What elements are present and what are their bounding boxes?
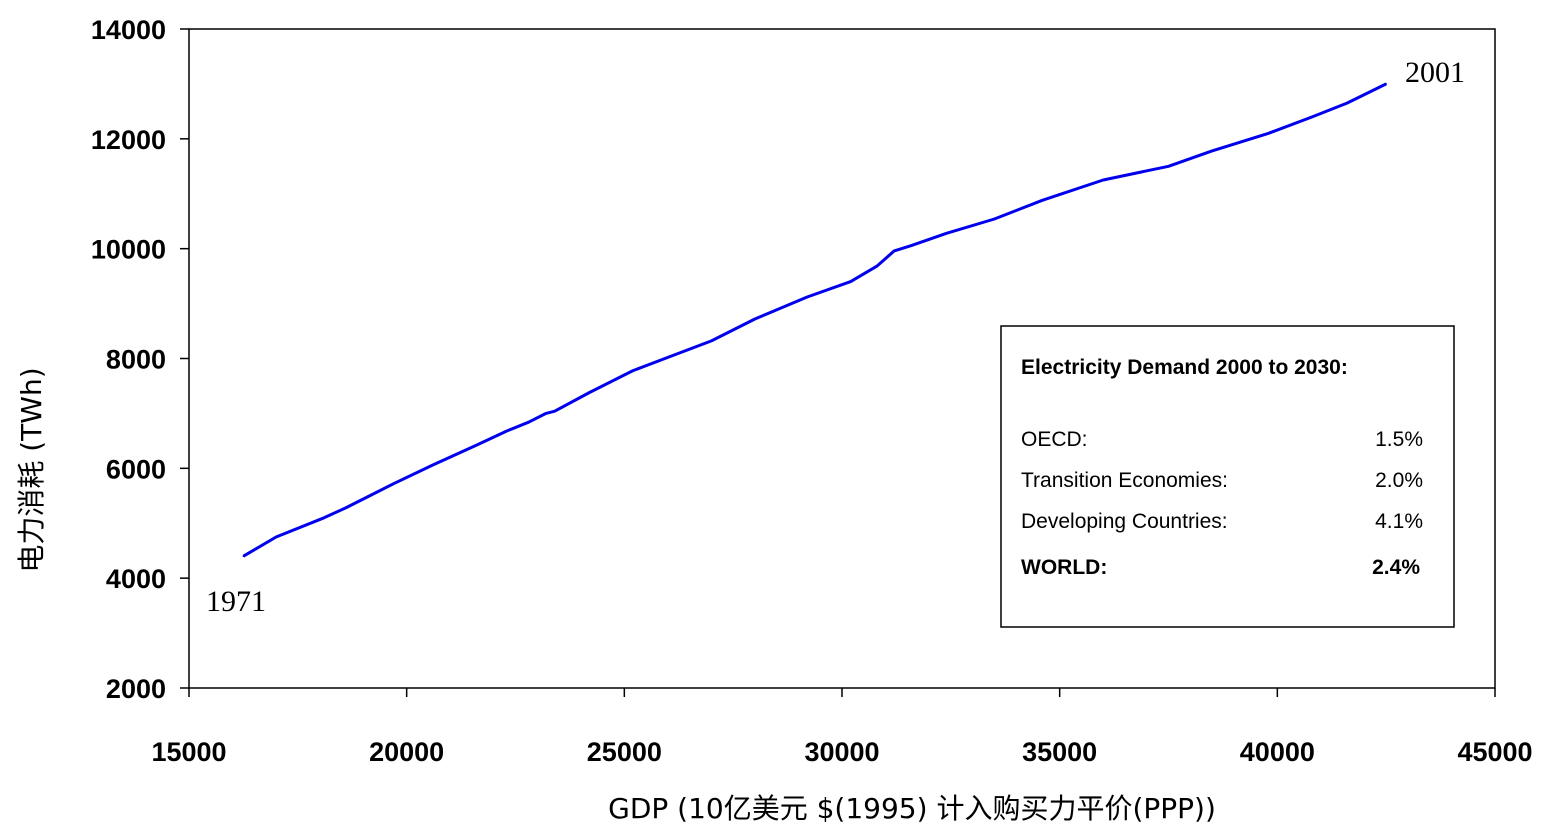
data-point [754,318,756,320]
data-point [553,410,556,413]
series-layer [242,82,1387,558]
y-tick-label: 12000 [91,125,166,155]
legend-box: Electricity Demand 2000 to 2030: OECD: 1… [1000,325,1455,628]
data-point [275,536,277,538]
legend-title: Electricity Demand 2000 to 2030: [1021,356,1348,379]
data-point [910,244,913,247]
data-point [632,369,634,372]
series-line [242,82,1387,558]
data-point [1267,132,1270,135]
data-point [710,340,713,342]
x-tick-label: 35000 [1022,737,1097,767]
x-tick-label: 15000 [151,737,226,767]
legend-row-value: 2.0% [1375,469,1423,492]
data-point [242,555,245,557]
legend-row-label: Transition Economies: [1021,469,1228,492]
data-point [893,250,896,252]
data-point [849,280,852,283]
data-point [1041,199,1044,202]
y-tick-label: 14000 [91,15,166,45]
data-point [323,516,325,519]
legend-row-value: 1.5% [1375,428,1423,451]
annotation-end-year: 2001 [1405,56,1465,89]
data-point [667,356,669,359]
data-point [475,444,478,447]
legend-row-label: WORLD: [1021,556,1107,579]
legend-row-value: 2.4% [1372,556,1420,579]
legend-row-label: Developing Countries: [1021,510,1228,533]
x-axis-ticks: 15000 20000 25000 30000 35000 40000 45000 [151,688,1533,767]
data-point [1346,102,1348,104]
data-point [1167,165,1170,168]
data-point [431,464,434,466]
data-point [806,296,808,298]
y-axis-ticks: 2000 4000 6000 8000 10000 12000 14000 [91,15,189,704]
x-tick-label: 30000 [804,737,879,767]
data-point [588,391,591,394]
legend-row-label: OECD: [1021,428,1088,451]
y-axis-title: 电力消耗 (TWh) [15,367,48,572]
y-tick-label: 2000 [106,674,166,704]
data-point [392,482,395,485]
x-tick-label: 40000 [1240,737,1315,767]
legend-frame [1000,325,1455,628]
y-tick-label: 4000 [106,564,166,594]
data-point [527,421,530,424]
x-tick-label: 20000 [369,737,444,767]
data-point [945,232,948,235]
y-tick-label: 8000 [106,345,166,375]
data-point [993,218,996,220]
data-point [1385,83,1387,85]
data-point [545,412,547,415]
data-point [1211,150,1213,152]
legend-row-value: 4.1% [1375,510,1423,533]
x-tick-label: 45000 [1457,737,1532,767]
data-point [876,265,878,268]
x-axis-title: GDP (10亿美元 $(1995) 计入购买力平价(PPP)) [608,792,1216,825]
x-tick-label: 25000 [587,737,662,767]
data-point [1311,116,1313,118]
y-tick-label: 10000 [91,235,166,265]
data-point [1102,179,1104,181]
data-point [366,496,369,498]
y-tick-label: 6000 [106,454,166,484]
annotation-start-year: 1971 [206,585,266,618]
data-point [505,430,508,432]
data-point [344,507,347,509]
